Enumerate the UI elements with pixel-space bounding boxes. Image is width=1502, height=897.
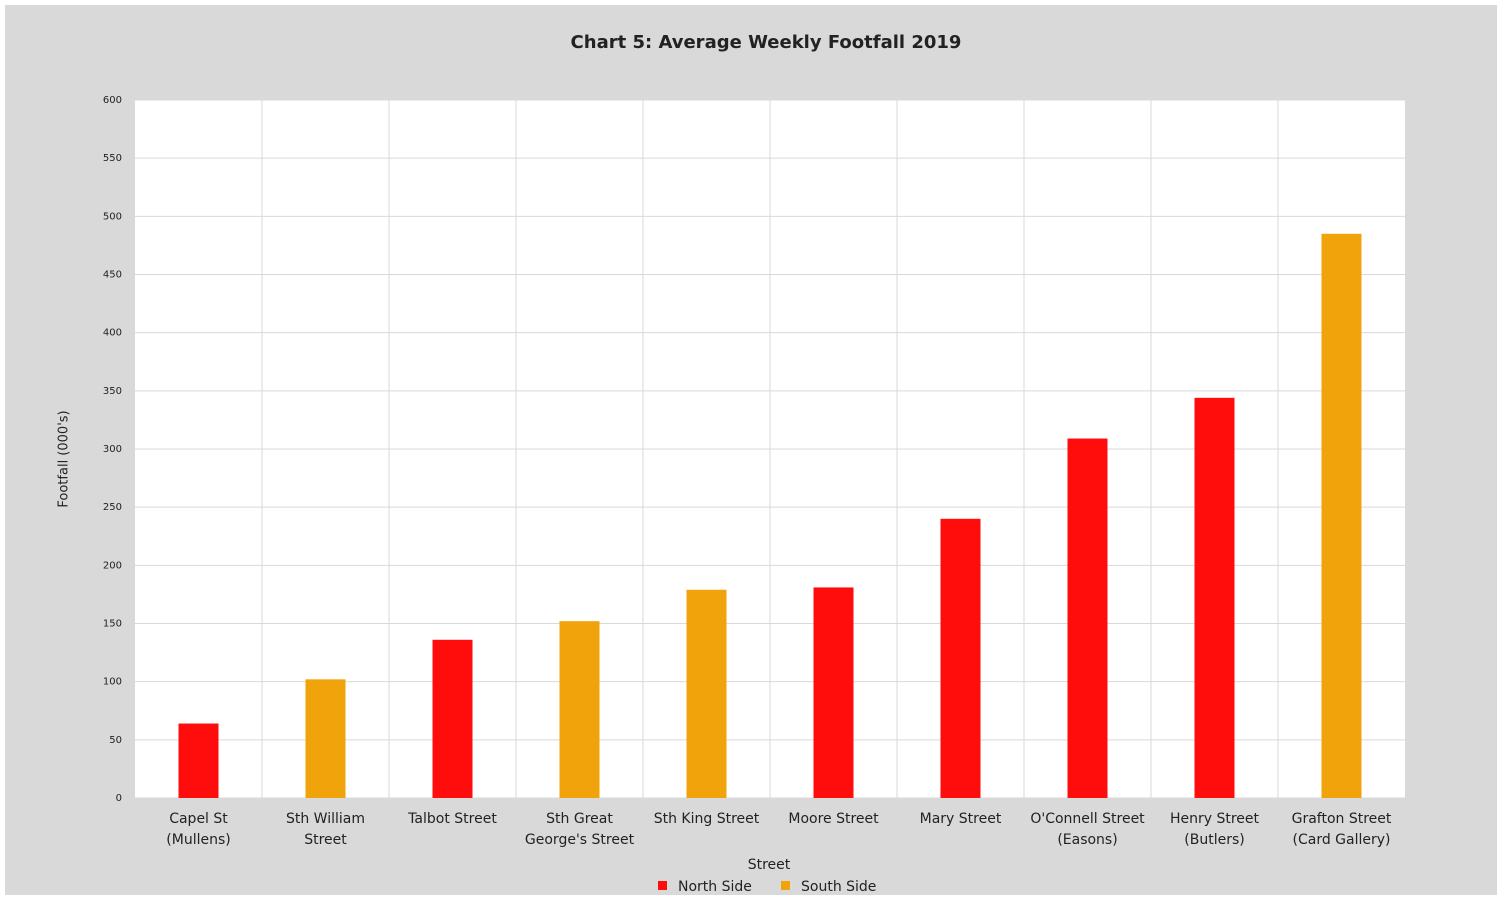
bar	[1194, 397, 1235, 798]
y-tick-label: 150	[103, 619, 122, 630]
y-axis-title: Footfall (000's)	[57, 410, 72, 507]
x-tick-label: Henry Street (Butlers)	[1169, 811, 1260, 848]
legend-label: North Side	[678, 879, 752, 895]
x-tick-label: Grafton Street (Card Gallery)	[1291, 811, 1392, 848]
bar	[178, 723, 219, 798]
y-tick-label: 250	[103, 502, 122, 513]
bar	[1321, 233, 1362, 799]
bar	[432, 639, 473, 798]
y-tick-label: 500	[103, 211, 122, 222]
bar	[686, 589, 727, 798]
y-tick-label: 350	[103, 386, 122, 397]
bar	[813, 587, 854, 798]
bar	[940, 518, 981, 798]
legend-label: South Side	[801, 879, 876, 895]
legend-swatch	[658, 881, 667, 890]
legend-swatch	[781, 881, 790, 890]
x-tick-label: O'Connell Street (Easons)	[1030, 811, 1145, 848]
y-tick-label: 0	[116, 793, 122, 804]
y-tick-label: 550	[103, 153, 122, 164]
y-tick-label: 100	[103, 677, 122, 688]
x-tick-label: Sth King Street	[653, 811, 760, 827]
bar	[305, 679, 346, 798]
x-tick-label: Sth Great George's Street	[524, 811, 635, 848]
y-tick-label: 200	[103, 560, 122, 571]
y-tick-label: 400	[103, 328, 122, 339]
y-tick-label: 50	[109, 735, 122, 746]
x-tick-label: Moore Street	[788, 811, 879, 827]
bar	[559, 621, 600, 798]
x-tick-label: Mary Street	[919, 811, 1002, 827]
bar	[1067, 438, 1108, 798]
x-tick-label: Talbot Street	[408, 811, 497, 827]
y-tick-label: 600	[103, 95, 122, 106]
x-tick-label: Sth William Street	[285, 811, 365, 848]
x-tick-label: Capel St (Mullens)	[166, 811, 231, 848]
y-tick-label: 300	[103, 444, 122, 455]
x-axis-title: Street	[748, 857, 791, 873]
y-tick-label: 450	[103, 270, 122, 281]
chart-title: Chart 5: Average Weekly Footfall 2019	[571, 32, 962, 53]
